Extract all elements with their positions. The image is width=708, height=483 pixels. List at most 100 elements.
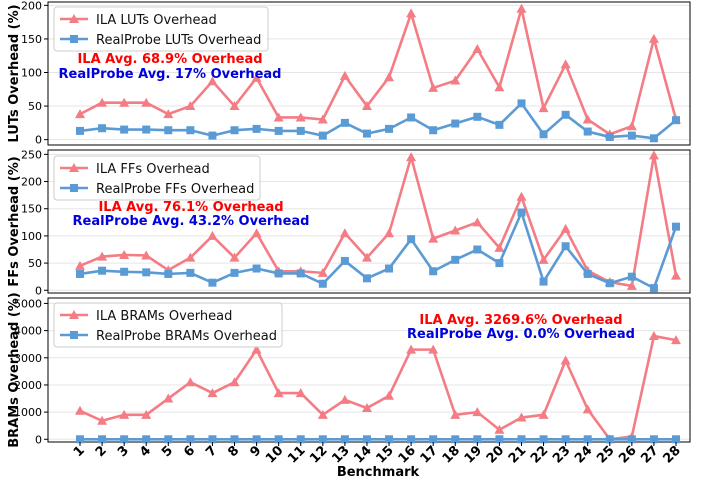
data-point bbox=[649, 435, 658, 444]
data-point bbox=[428, 344, 439, 354]
data-point bbox=[672, 435, 680, 444]
data-point bbox=[340, 435, 349, 444]
legend-box bbox=[53, 6, 269, 52]
x-tick-label: 6 bbox=[181, 443, 198, 460]
y-axis-label: BRAMs Overhead (%) bbox=[7, 292, 22, 448]
data-point bbox=[296, 126, 305, 135]
data-point bbox=[251, 344, 262, 354]
legend-label: ILA BRAMs Overhead bbox=[96, 309, 232, 324]
legend-marker bbox=[70, 184, 78, 192]
x-tick-label: 4 bbox=[137, 443, 154, 460]
data-point bbox=[494, 242, 505, 252]
series-line-realprobe bbox=[79, 211, 678, 290]
legend: ILA LUTs Overhead RealProbe LUTs Overhead bbox=[53, 6, 269, 52]
y-tick-label: 0 bbox=[35, 284, 42, 297]
data-point bbox=[406, 8, 417, 18]
data-point bbox=[296, 435, 305, 444]
data-point bbox=[516, 191, 527, 201]
data-point bbox=[648, 331, 659, 341]
x-tick-label: 12 bbox=[307, 443, 330, 466]
data-point bbox=[605, 435, 614, 444]
x-tick-label: 2 bbox=[93, 443, 110, 460]
legend: ILA BRAMs Overhead RealProbe BRAMs Overhe… bbox=[53, 302, 283, 348]
y-tick-label: 1000 bbox=[14, 406, 42, 419]
data-point bbox=[76, 269, 84, 278]
annotation-ila-avg: ILA Avg. 76.1% Overhead bbox=[98, 200, 283, 215]
y-tick-label: 4000 bbox=[14, 325, 42, 338]
legend-marker bbox=[69, 163, 79, 172]
data-point bbox=[649, 284, 658, 293]
data-point bbox=[583, 127, 592, 136]
data-point bbox=[362, 274, 371, 283]
data-point bbox=[295, 112, 306, 122]
data-point bbox=[672, 116, 680, 125]
y-tick-label: 100 bbox=[21, 230, 42, 243]
x-tick-label: 23 bbox=[550, 443, 573, 466]
legend-box bbox=[53, 155, 261, 201]
data-point bbox=[163, 109, 174, 119]
data-point bbox=[207, 76, 218, 86]
y-tick-label: 200 bbox=[21, 176, 42, 189]
data-point bbox=[494, 82, 505, 92]
data-point bbox=[561, 242, 570, 251]
data-point bbox=[208, 278, 217, 287]
data-point bbox=[582, 114, 593, 124]
data-point bbox=[273, 388, 284, 398]
y-tick-label: 0 bbox=[35, 134, 42, 147]
x-tick-label: 11 bbox=[285, 443, 308, 466]
legend-marker bbox=[70, 331, 78, 339]
data-point bbox=[207, 230, 218, 240]
data-point bbox=[251, 228, 262, 238]
data-point bbox=[538, 103, 549, 113]
data-point bbox=[561, 110, 570, 119]
y-tick-label: 0 bbox=[35, 433, 42, 446]
x-tick-label: 28 bbox=[660, 443, 683, 466]
data-point bbox=[230, 126, 239, 135]
data-point bbox=[516, 412, 527, 422]
data-point bbox=[97, 97, 108, 107]
data-point bbox=[98, 435, 107, 444]
x-tick-label: 17 bbox=[418, 443, 441, 466]
data-point bbox=[98, 124, 107, 133]
data-point bbox=[274, 269, 283, 278]
data-point bbox=[429, 126, 438, 135]
data-point bbox=[495, 259, 504, 268]
data-point bbox=[428, 233, 439, 243]
data-point bbox=[429, 435, 438, 444]
legend-marker bbox=[70, 35, 78, 43]
data-point bbox=[208, 435, 217, 444]
data-point bbox=[582, 404, 593, 414]
data-point bbox=[317, 267, 328, 277]
data-point bbox=[451, 255, 460, 264]
annotation-realprobe-avg: RealProbe Avg. 17% Overhead bbox=[59, 67, 282, 82]
data-point bbox=[340, 118, 349, 127]
data-point bbox=[450, 409, 461, 419]
data-point bbox=[185, 252, 196, 262]
x-tick-label: 15 bbox=[373, 443, 396, 466]
x-tick-label: 21 bbox=[506, 443, 529, 466]
data-point bbox=[207, 388, 218, 398]
y-tick-label: 250 bbox=[21, 148, 42, 161]
x-axis-label: Benchmark bbox=[337, 465, 420, 480]
data-point bbox=[649, 134, 658, 143]
data-point bbox=[495, 120, 504, 129]
data-point bbox=[142, 125, 151, 134]
x-tick-label: 19 bbox=[462, 443, 485, 466]
data-point bbox=[605, 279, 614, 288]
data-point bbox=[648, 33, 659, 43]
data-point bbox=[385, 435, 394, 444]
data-point bbox=[186, 435, 195, 444]
data-point bbox=[229, 101, 240, 111]
data-point bbox=[407, 113, 416, 122]
data-point bbox=[163, 393, 174, 403]
x-tick-label: 18 bbox=[440, 443, 463, 466]
data-point bbox=[186, 268, 195, 277]
x-tick-label: 26 bbox=[616, 443, 639, 466]
x-tick-label: 14 bbox=[351, 443, 374, 466]
data-point bbox=[517, 99, 526, 108]
data-point bbox=[252, 435, 261, 444]
y-tick-label: 200 bbox=[21, 0, 42, 12]
x-tick-label: 20 bbox=[484, 443, 507, 466]
data-point bbox=[428, 82, 439, 92]
